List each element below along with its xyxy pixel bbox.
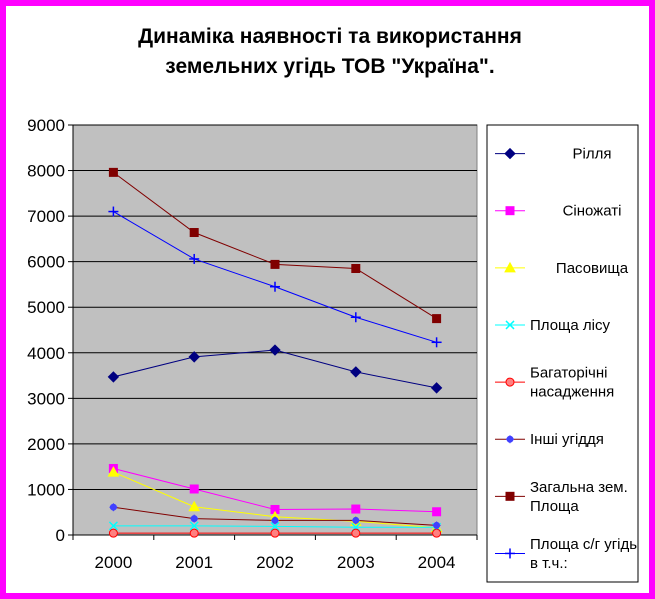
data-point: [432, 507, 442, 517]
data-point-stroke: [189, 521, 199, 531]
data-point: [188, 351, 200, 363]
series-group: [107, 167, 443, 538]
data-point: [270, 528, 280, 538]
legend-label: Інші угіддя: [530, 431, 604, 448]
y-tick-label: 5000: [27, 298, 65, 317]
series-circle: [108, 528, 442, 538]
data-point: [431, 337, 442, 348]
series-diamond: [107, 344, 443, 394]
data-point: [109, 503, 118, 512]
y-tick-label: 6000: [27, 253, 65, 272]
legend-item: Інші угіддя: [495, 431, 604, 448]
data-point: [188, 500, 201, 512]
legend-item: Багаторічні насадження: [495, 365, 614, 401]
data-point: [432, 314, 442, 324]
data-point: [351, 528, 361, 538]
legend-item: Сіножаті: [495, 203, 621, 220]
data-point: [430, 382, 443, 394]
y-tick-label: 4000: [27, 344, 65, 363]
data-point: [189, 528, 199, 538]
x-tick-label: 2004: [418, 553, 456, 572]
data-point: [108, 521, 118, 531]
legend-label: Площа лісу: [530, 317, 610, 334]
y-tick-label: 1000: [27, 480, 65, 499]
data-point: [269, 344, 281, 356]
legend-label: Багаторічні насадження: [530, 365, 614, 401]
x-tick-label: 2003: [337, 553, 375, 572]
data-point: [108, 206, 119, 217]
data-point: [351, 264, 361, 273]
legend-label: Пасовища: [556, 260, 629, 277]
plot-background: [72, 124, 478, 536]
data-point: [505, 548, 515, 559]
data-point: [108, 167, 118, 177]
legend-item: Площа лісу: [495, 317, 610, 334]
y-tick-label: 2000: [27, 435, 65, 454]
data-point: [351, 516, 360, 525]
data-point: [432, 528, 442, 538]
data-point: [505, 377, 515, 387]
data-point-stroke: [270, 521, 280, 531]
legend-item: Рілля: [495, 146, 611, 163]
y-tick-label: 8000: [27, 162, 65, 181]
data-point-stroke: [505, 320, 515, 330]
series-square-filled: [108, 167, 442, 324]
data-point: [351, 504, 361, 514]
legend-item: Загальна зем. Площа: [495, 479, 628, 515]
data-point: [270, 259, 280, 269]
data-point: [506, 435, 514, 444]
data-point: [505, 320, 515, 330]
data-point: [504, 261, 516, 273]
legend-item: Площа с/г угідь в т.ч.:: [495, 536, 637, 572]
data-point: [504, 147, 516, 160]
y-tick-label: 7000: [27, 207, 65, 226]
data-point: [350, 366, 362, 378]
data-point: [350, 312, 361, 323]
data-point: [107, 371, 120, 383]
y-tick-label: 9000: [27, 116, 65, 135]
x-tick-label: 2001: [175, 553, 213, 572]
data-point: [107, 466, 120, 477]
legend-label: Площа с/г угідь в т.ч.:: [530, 536, 637, 572]
data-point-stroke: [108, 521, 118, 531]
data-point: [190, 514, 199, 523]
legend-label: Рілля: [573, 146, 612, 163]
legend-item: Пасовища: [495, 260, 629, 277]
axes: 0 1000 2000 3000 4000 5000 6000 7000 8000 9000 200…: [27, 116, 478, 572]
y-tick-label: 3000: [27, 389, 65, 408]
data-point: [505, 206, 515, 216]
data-point: [189, 484, 199, 494]
legend: Рілля Сіножаті Пасовища Площа лісу Багаторіч…: [486, 124, 639, 583]
legend-label: Загальна зем. Площа: [530, 479, 628, 515]
x-tick-label: 2000: [94, 553, 132, 572]
y-tick-label: 0: [56, 526, 65, 545]
data-point: [270, 521, 280, 531]
series-plus: [108, 206, 442, 348]
data-point: [189, 228, 199, 238]
data-point: [505, 491, 515, 501]
series-star: [109, 503, 441, 530]
legend-label: Сіножаті: [563, 203, 622, 220]
x-tick-label: 2002: [256, 553, 294, 572]
data-point: [271, 516, 279, 525]
data-point: [108, 528, 118, 538]
chart-title: Динаміка наявності та використання земел…: [138, 25, 522, 78]
data-point: [189, 521, 199, 531]
data-point: [189, 253, 200, 264]
data-point: [270, 281, 280, 292]
data-point: [432, 521, 441, 530]
legend-box: [486, 124, 639, 583]
